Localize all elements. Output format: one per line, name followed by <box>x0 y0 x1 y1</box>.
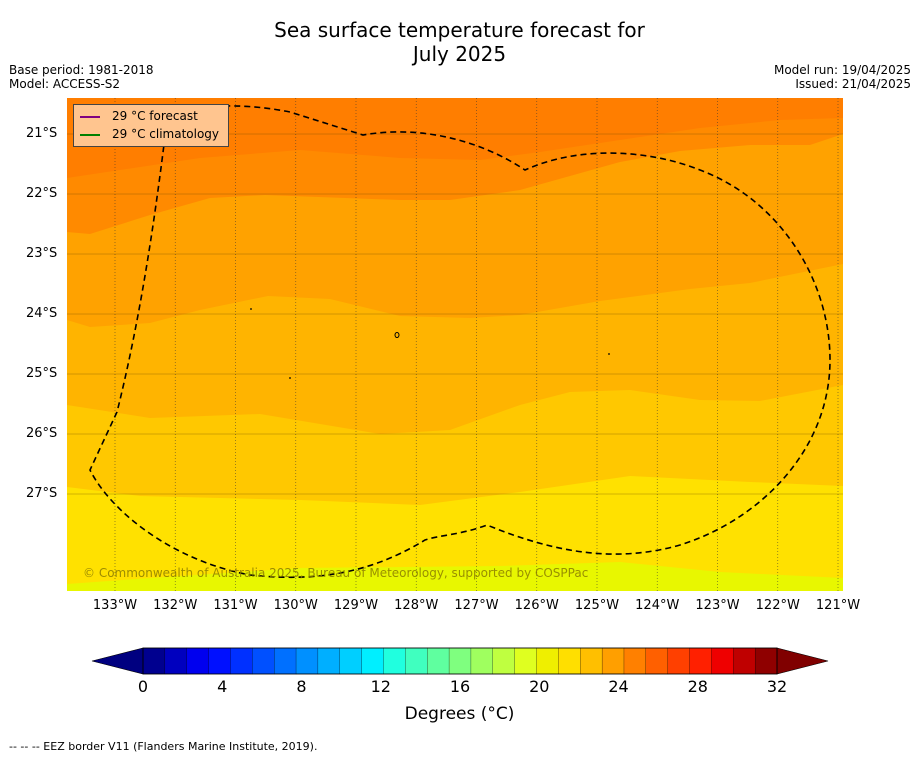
longitude-label: 131°W <box>213 598 258 613</box>
longitude-label: 132°W <box>153 598 198 613</box>
latitude-label: 25°S <box>26 366 58 381</box>
longitude-label: 121°W <box>815 598 861 613</box>
legend-climatology-label: 29 °C climatology <box>112 127 220 141</box>
longitude-label: 126°W <box>514 598 559 613</box>
colorbar-segment <box>186 647 210 675</box>
legend-forecast-swatch <box>80 115 100 118</box>
latitude-label: 24°S <box>26 306 58 321</box>
longitude-label: 129°W <box>333 598 379 613</box>
colorbar-segment <box>405 647 428 675</box>
colorbar-segment <box>689 647 712 675</box>
colorbar-segment <box>470 647 494 675</box>
longitude-label: 128°W <box>394 598 439 613</box>
islands <box>250 308 610 379</box>
colorbar-segment <box>645 647 669 675</box>
colorbar-tick-label: 28 <box>687 677 708 696</box>
colorbar-tick-label: 8 <box>296 677 307 696</box>
colorbar-segment <box>514 647 538 675</box>
latitude-label: 27°S <box>26 486 58 501</box>
colorbar-segment <box>754 647 778 675</box>
colorbar-segment <box>601 647 625 675</box>
colorbar-segment <box>558 647 581 675</box>
legend-climatology-swatch <box>80 133 100 136</box>
colorbar-segment <box>208 647 231 675</box>
colorbar-tick-label: 20 <box>529 677 550 696</box>
colorbar-tick-label: 4 <box>217 677 228 696</box>
chart-title: Sea surface temperature forecast for Jul… <box>0 18 919 66</box>
longitude-label: 125°W <box>574 598 620 613</box>
colorbar-segment <box>623 647 647 675</box>
colorbar-segment <box>580 647 603 675</box>
colorbar-segment <box>317 647 341 675</box>
latitude-label: 21°S <box>26 126 58 141</box>
colorbar-segment <box>711 647 734 675</box>
header-left-info: Base period: 1981-2018 Model: ACCESS-S2 <box>9 63 154 91</box>
colorbar-segment <box>733 647 756 675</box>
eez-footnote: -- -- -- EEZ border V11 (Flanders Marine… <box>9 740 318 753</box>
colorbar-segment <box>252 647 275 675</box>
title-line-2: July 2025 <box>412 42 507 66</box>
legend: 29 °C forecast 29 °C climatology <box>73 104 229 147</box>
colorbar-segment <box>274 647 297 675</box>
island-4 <box>608 353 610 355</box>
colorbar-title: Degrees (°C) <box>404 704 515 724</box>
island-2 <box>250 308 252 310</box>
issued-text: Issued: 21/04/2025 <box>795 77 911 91</box>
longitude-label: 124°W <box>635 598 680 613</box>
legend-forecast-label: 29 °C forecast <box>112 109 198 123</box>
longitude-label: 122°W <box>755 598 800 613</box>
colorbar-tick-label: 32 <box>766 677 788 696</box>
colorbar <box>91 647 829 675</box>
longitude-label: 130°W <box>273 598 318 613</box>
temperature-bands <box>67 98 843 591</box>
latitude-label: 26°S <box>26 426 58 441</box>
island-1 <box>394 332 400 338</box>
colorbar-segment <box>230 647 253 675</box>
base-period-text: Base period: 1981-2018 <box>9 63 154 77</box>
band-dark-orange <box>67 98 843 178</box>
latitude-label: 22°S <box>26 186 58 201</box>
colorbar-segment <box>536 647 559 675</box>
longitude-label: 123°W <box>695 598 740 613</box>
model-run-text: Model run: 19/04/2025 <box>773 63 911 77</box>
colorbar-tick-label: 16 <box>449 677 471 696</box>
colorbar-outline <box>142 647 778 675</box>
colorbar-over-arrow <box>776 647 829 675</box>
legend-forecast: 29 °C forecast <box>80 108 198 124</box>
colorbar-tick-label: 12 <box>370 677 391 696</box>
colorbar-tick-label: 0 <box>137 677 149 696</box>
colorbar-segment <box>383 647 406 675</box>
longitude-label: 127°W <box>454 598 499 613</box>
colorbar-segment <box>427 647 450 675</box>
colorbar-segment <box>339 647 363 675</box>
copyright-notice: © Commonwealth of Australia 2025, Bureau… <box>83 566 589 580</box>
colorbar-segment <box>142 647 166 675</box>
title-line-1: Sea surface temperature forecast for <box>274 18 645 42</box>
eez-border <box>89 105 831 579</box>
colorbar-segment <box>164 647 188 675</box>
latitude-label: 23°S <box>26 246 58 261</box>
colorbar-segment <box>667 647 691 675</box>
header-right-info: Model run: 19/04/2025 Issued: 21/04/2025 <box>774 63 911 91</box>
model-text: Model: ACCESS-S2 <box>9 77 121 91</box>
legend-climatology: 29 °C climatology <box>80 126 219 142</box>
colorbar-under-arrow <box>91 647 144 675</box>
colorbar-tick-label: 24 <box>608 677 629 696</box>
colorbar-segment <box>361 647 385 675</box>
colorbar-segment <box>295 647 319 675</box>
colorbar-segment <box>448 647 472 675</box>
island-3 <box>289 377 291 379</box>
colorbar-segment <box>492 647 516 675</box>
longitude-label: 133°W <box>92 598 138 613</box>
